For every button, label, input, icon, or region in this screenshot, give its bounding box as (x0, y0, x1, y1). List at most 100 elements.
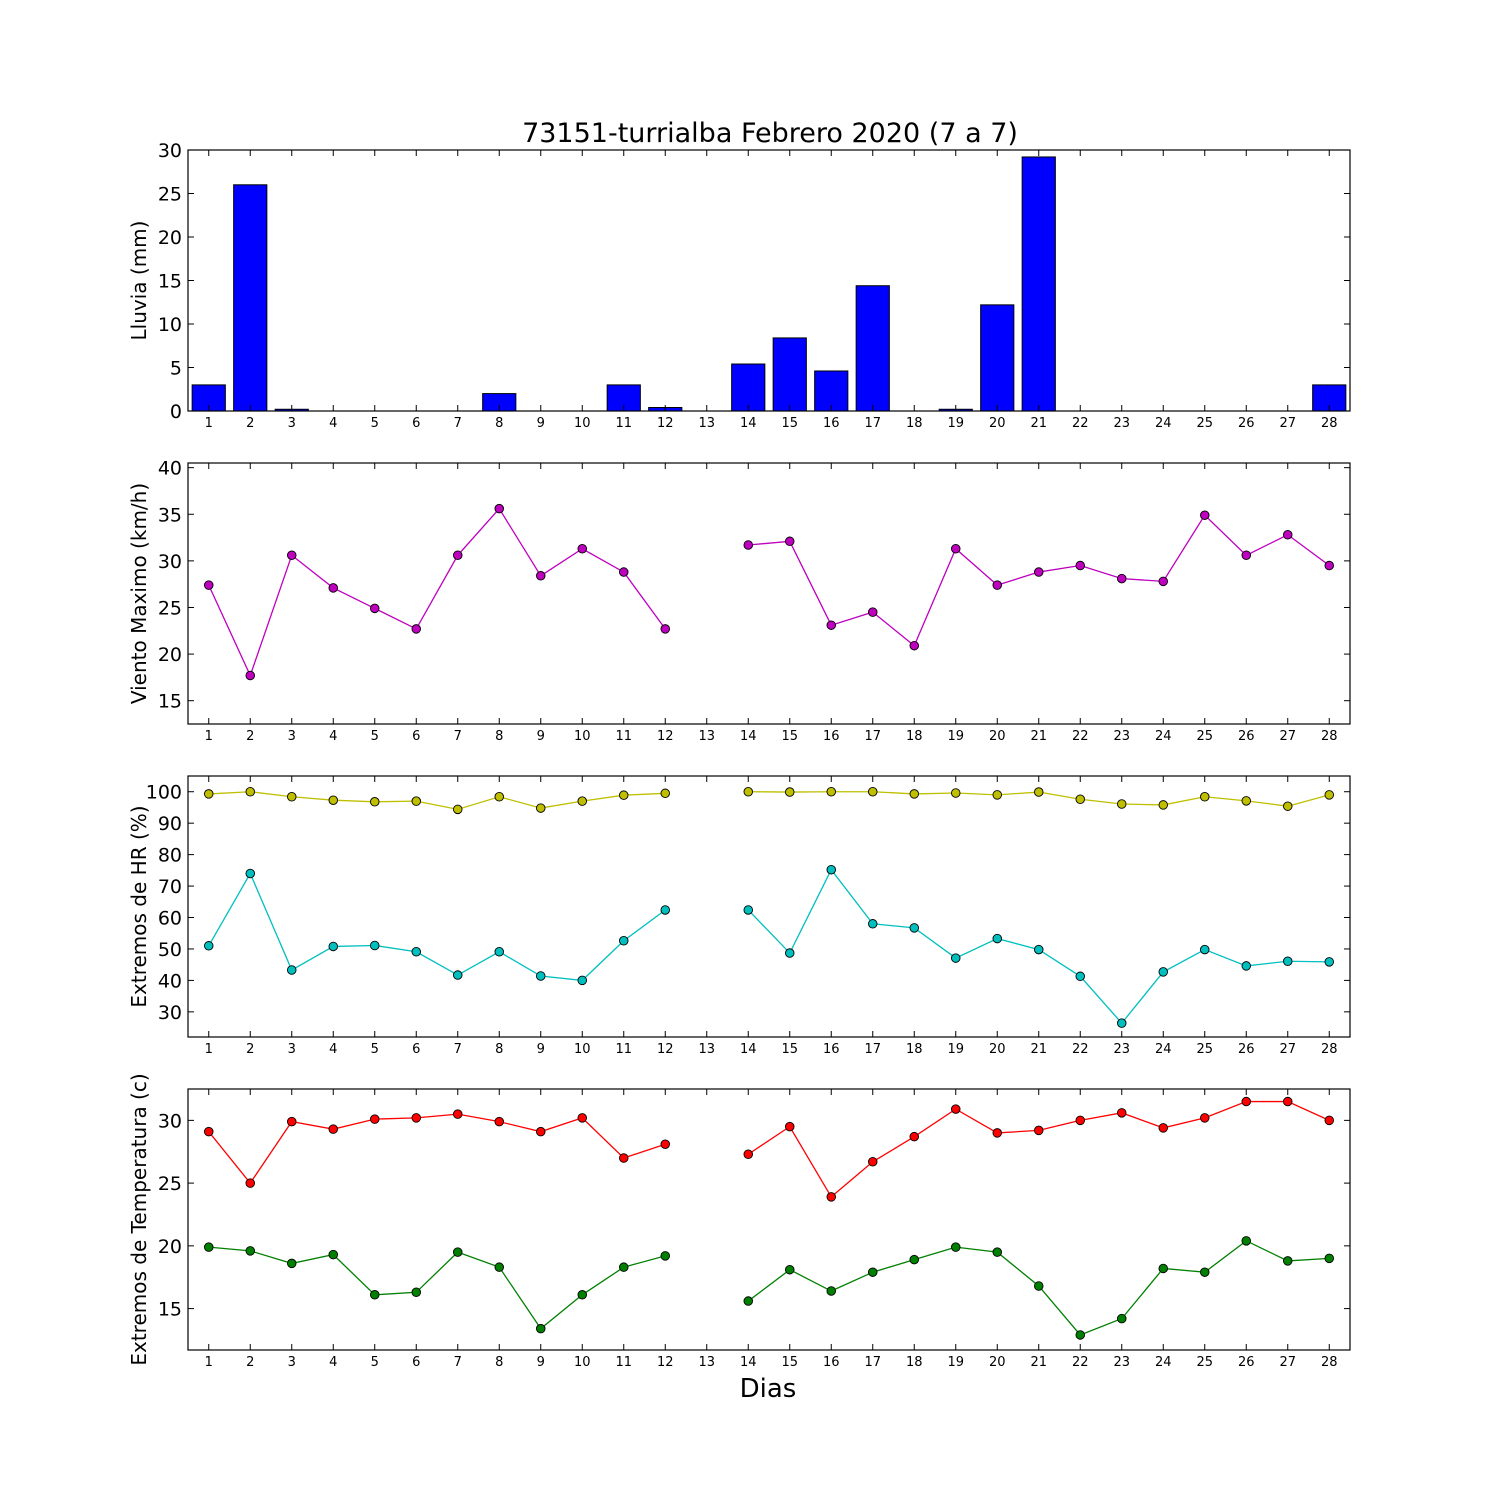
y-axis-label: Viento Maximo (km/h) (127, 483, 151, 704)
data-point (328, 941, 339, 952)
x-tick-label: 3 (288, 416, 296, 431)
x-tick-label: 15 (781, 1355, 798, 1370)
data-point (1324, 1115, 1334, 1126)
x-tick-label: 9 (537, 1355, 545, 1370)
data-point (453, 804, 463, 815)
x-tick-label: 8 (495, 1355, 503, 1370)
data-point (411, 947, 422, 957)
x-tick-label: 15 (781, 1042, 798, 1057)
x-tick-label: 22 (1072, 1355, 1089, 1370)
x-tick-label: 15 (781, 416, 798, 431)
x-tick-label: 20 (989, 416, 1006, 431)
x-tick-label: 7 (454, 1355, 462, 1370)
data-point (370, 940, 380, 951)
x-tick-label: 26 (1238, 416, 1255, 431)
x-tick-label: 24 (1155, 416, 1172, 431)
x-tick-label: 18 (906, 729, 923, 744)
x-tick-label: 7 (454, 1042, 462, 1057)
x-tick-label: 2 (246, 1355, 254, 1370)
x-tick-label: 21 (1030, 416, 1047, 431)
data-point (785, 536, 795, 547)
y-tick-label: 30 (158, 1110, 182, 1132)
rain-panel: 1 2 3 4 5 6 7 8 9 10 11 12 13 14 15 16 17 18 19 20 21 22 23 24 2… (127, 140, 1351, 431)
x-tick-label: 9 (537, 729, 545, 744)
data-point (536, 571, 546, 581)
x-tick-label: 9 (537, 416, 545, 431)
x-tick-label: 5 (371, 1355, 379, 1370)
data-point (743, 1149, 754, 1159)
x-tick-label: 11 (615, 1042, 632, 1057)
x-tick-label: 14 (740, 1042, 757, 1057)
data-point (536, 1126, 546, 1137)
data-point (245, 1246, 255, 1256)
x-tick-label: 24 (1155, 1042, 1172, 1057)
x-tick-label: 4 (329, 1042, 337, 1057)
x-tick-label: 7 (454, 729, 462, 744)
data-point (951, 544, 961, 554)
data-point (909, 789, 920, 799)
x-tick-label: 15 (781, 729, 798, 744)
y-tick-label: 80 (158, 845, 182, 867)
data-point (826, 620, 837, 630)
x-tick-label: 4 (329, 416, 337, 431)
data-point (1199, 944, 1210, 955)
y-tick-label: 70 (158, 876, 182, 898)
x-tick-label: 27 (1279, 1355, 1296, 1370)
data-point (245, 1178, 255, 1188)
data-point (1241, 1236, 1251, 1246)
x-tick-label: 26 (1238, 1355, 1255, 1370)
x-tick-label: 11 (615, 416, 632, 431)
x-tick-label: 3 (288, 1042, 296, 1057)
x-tick-label: 22 (1072, 1042, 1089, 1057)
x-tick-label: 17 (864, 416, 881, 431)
data-point (868, 1157, 878, 1167)
data-point (370, 603, 380, 614)
x-tick-label: 16 (823, 1042, 840, 1057)
x-tick-label: 1 (205, 729, 213, 744)
data-point (826, 786, 837, 797)
x-tick-label: 4 (329, 729, 337, 744)
x-tick-label: 20 (989, 729, 1006, 744)
x-tick-label: 8 (495, 729, 503, 744)
data-point (868, 1267, 878, 1277)
data-point (619, 936, 629, 946)
data-point (743, 786, 754, 797)
y-tick-label: 100 (146, 782, 182, 804)
data-point (1075, 794, 1085, 805)
x-tick-label: 14 (740, 416, 757, 431)
x-tick-label: 17 (864, 729, 881, 744)
y-tick-label: 0 (170, 401, 182, 423)
axes-frame (187, 775, 1351, 1038)
x-tick-label: 27 (1279, 416, 1296, 431)
data-point (494, 1116, 505, 1127)
y-tick-label: 15 (158, 1299, 182, 1321)
axes-frame (187, 1088, 1351, 1351)
series-line (208, 1246, 666, 1330)
x-tick-label: 22 (1072, 416, 1089, 431)
x-tick-label: 19 (947, 1355, 964, 1370)
x-tick-label: 1 (205, 1355, 213, 1370)
data-point (453, 970, 463, 980)
data-point (1241, 550, 1251, 561)
data-point (1116, 1313, 1127, 1324)
x-tick-label: 28 (1321, 1042, 1338, 1057)
data-point (1324, 790, 1334, 800)
y-tick-label: 20 (158, 227, 182, 249)
x-tick-label: 5 (371, 729, 379, 744)
x-tick-label: 13 (698, 1042, 715, 1057)
data-point (577, 1290, 588, 1300)
x-tick-label: 24 (1155, 729, 1172, 744)
x-tick-label: 23 (1113, 1355, 1130, 1370)
data-point (743, 1296, 754, 1306)
data-point (287, 1258, 297, 1269)
data-point (1282, 1096, 1293, 1107)
x-tick-label: 17 (864, 1355, 881, 1370)
data-point (951, 1104, 961, 1114)
data-point (453, 550, 463, 561)
data-point (1282, 801, 1293, 811)
data-point (411, 796, 422, 806)
x-tick-label: 18 (906, 1042, 923, 1057)
data-point (577, 796, 588, 806)
data-point (1116, 573, 1127, 584)
